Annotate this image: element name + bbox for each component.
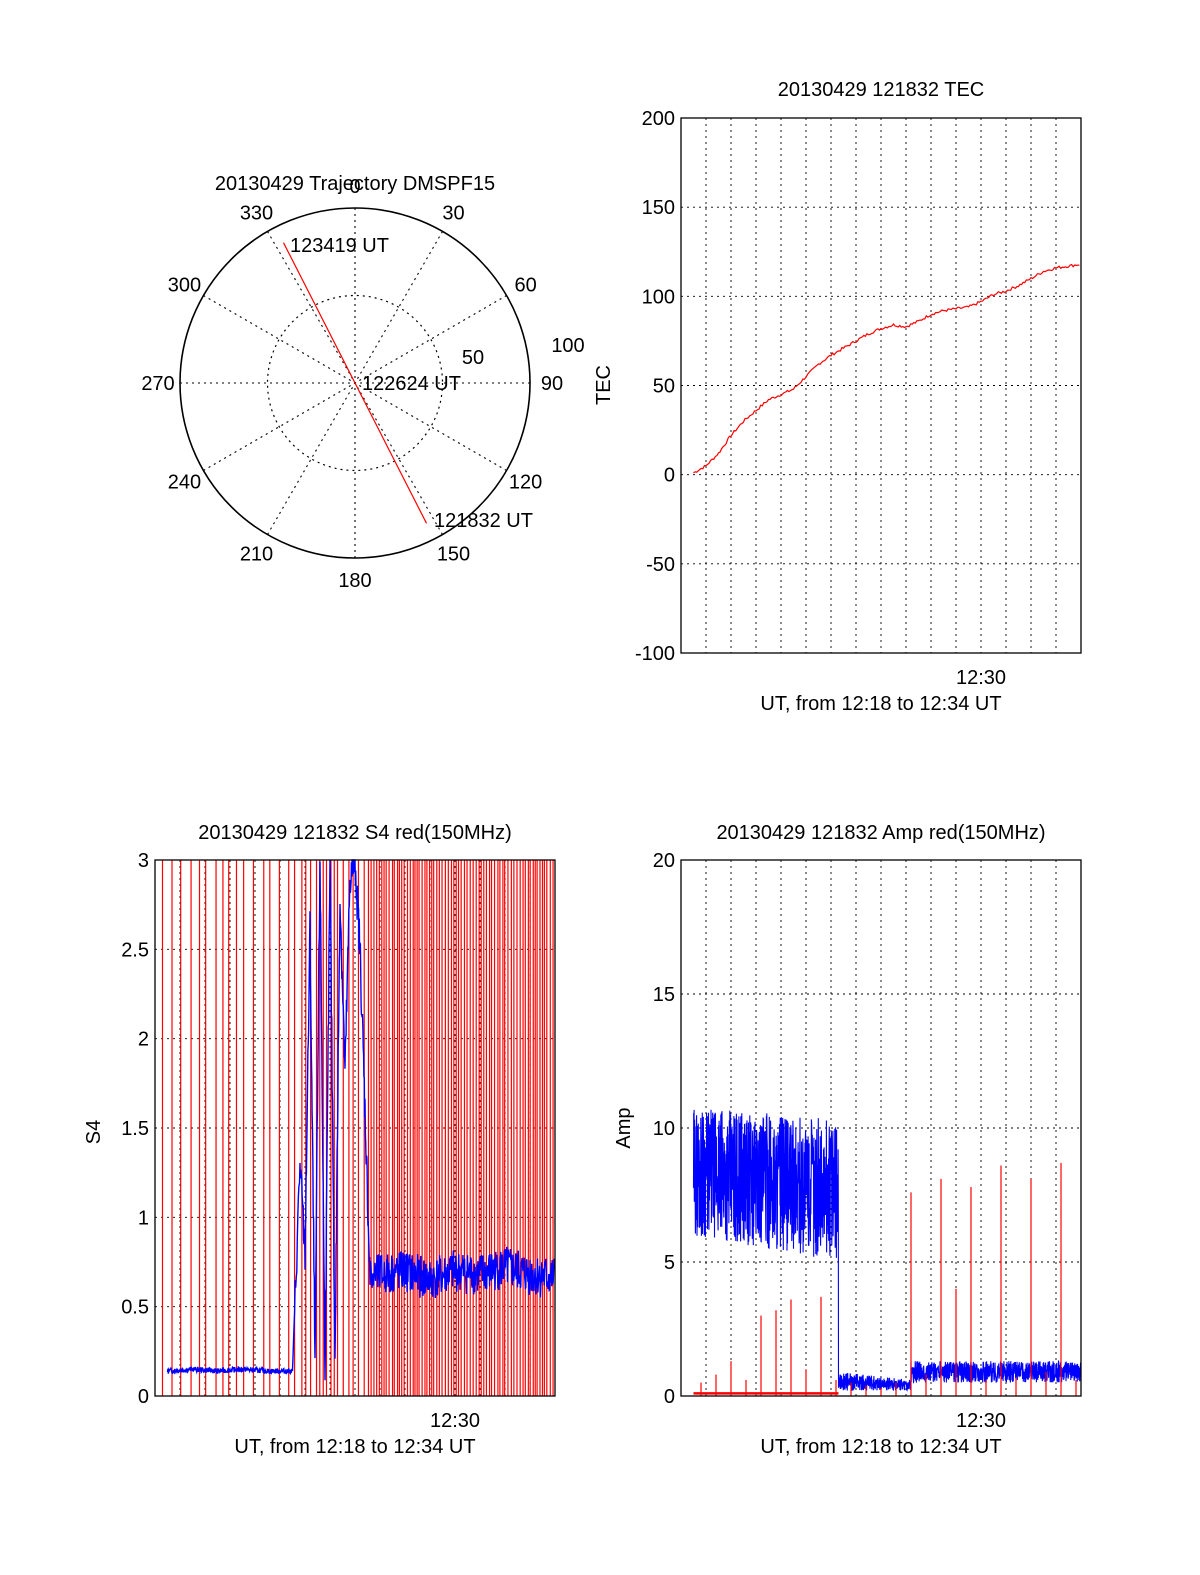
tec-y-tick: 0	[664, 465, 675, 487]
s4-series	[161, 859, 556, 1396]
polar-trajectory-line	[282, 242, 428, 524]
trajectory-start-label: 121832 UT	[434, 510, 533, 532]
tec-y-tick: -100	[635, 643, 675, 665]
tec-ylabel: TEC	[593, 365, 615, 405]
tec-y-tick: 150	[642, 197, 675, 219]
s4-y-tick: 0.5	[121, 1297, 149, 1319]
amp-y-tick-labels: 0 5 10 15 20	[653, 850, 675, 1408]
tec-plot-frame	[680, 117, 1082, 654]
amp-title: 20130429 121832 Amp red(150MHz)	[716, 822, 1045, 844]
trajectory-end-label: 123419 UT	[290, 235, 389, 257]
s4-panel: 20130429 121832 S4 red(150MHz) 0 0.5 1 1.5 2…	[83, 822, 556, 1458]
polar-angle-label: 30	[442, 202, 464, 224]
s4-y-tick: 1	[138, 1207, 149, 1229]
tec-y-tick: 50	[653, 376, 675, 398]
tec-x-tick-labels: 12:30	[956, 667, 1006, 689]
polar-trajectory-panel: 20130429 Trajectory DMSPF15 0 30 60 90 120 15…	[141, 173, 584, 592]
tec-xlabel: UT, from 12:18 to 12:34 UT	[760, 693, 1001, 715]
s4-y-tick: 2.5	[121, 939, 149, 961]
s4-y-tick: 2	[138, 1029, 149, 1051]
tec-panel: 20130429 121832 TEC -100-50050100150200 …	[593, 79, 1082, 715]
s4-y-tick: 1.5	[121, 1118, 149, 1140]
polar-angle-label: 330	[240, 202, 273, 224]
amp-y-tick: 5	[664, 1252, 675, 1274]
tec-x-tick: 12:30	[956, 667, 1006, 689]
s4-y-tick-labels: 0 0.5 1 1.5 2 2.5 3	[121, 850, 149, 1408]
s4-x-tick: 12:30	[430, 1410, 480, 1432]
tec-grid	[681, 118, 1081, 653]
amp-y-tick: 0	[664, 1386, 675, 1408]
s4-blue-line	[166, 859, 556, 1381]
polar-angle-labels: 0 30 60 90 120 150 180 210 240 270 300 330	[141, 176, 563, 592]
s4-plot-frame	[154, 859, 556, 1397]
polar-angle-label: 180	[338, 570, 371, 592]
s4-y-tick: 3	[138, 850, 149, 872]
polar-angle-label: 270	[141, 373, 174, 395]
tec-y-tick: 200	[642, 108, 675, 130]
s4-ylabel: S4	[83, 1120, 105, 1144]
tec-y-tick-labels: -100 -50 0 50 100 150 200	[635, 108, 675, 665]
polar-angle-label: 0	[349, 176, 360, 198]
polar-title: 20130429 Trajectory DMSPF15	[215, 173, 495, 195]
amp-ylabel: Amp	[613, 1107, 635, 1148]
tec-series	[693, 263, 1080, 474]
polar-inner-ring	[266, 294, 444, 472]
amp-x-tick: 12:30	[956, 1410, 1006, 1432]
amp-blue-band	[692, 1109, 1082, 1392]
s4-y-tick: 0	[138, 1386, 149, 1408]
s4-xlabel: UT, from 12:18 to 12:34 UT	[234, 1436, 475, 1458]
amp-panel: 20130429 121832 Amp red(150MHz) 0 5 10 15 20…	[613, 822, 1082, 1458]
polar-angle-label: 120	[509, 472, 542, 494]
s4-grid	[155, 860, 555, 1396]
tec-title: 20130429 121832 TEC	[778, 79, 984, 101]
s4-title: 20130429 121832 S4 red(150MHz)	[198, 822, 512, 844]
polar-angle-label: 150	[437, 544, 470, 566]
polar-radial-label-50: 50	[462, 347, 484, 369]
tec-y-tick: -50	[646, 554, 675, 576]
polar-angle-label: 210	[240, 544, 273, 566]
polar-angle-label: 60	[514, 275, 536, 297]
polar-radial-label-100: 100	[551, 335, 584, 357]
amp-grid	[681, 860, 1081, 1396]
tec-y-tick: 100	[642, 286, 675, 308]
s4-x-tick-labels: 12:30	[430, 1410, 480, 1432]
amp-y-tick: 10	[653, 1118, 675, 1140]
amp-y-tick: 20	[653, 850, 675, 872]
polar-angle-label: 300	[168, 275, 201, 297]
polar-angle-label: 240	[168, 472, 201, 494]
amp-y-tick: 15	[653, 984, 675, 1006]
tec-line	[693, 263, 1080, 474]
amp-xlabel: UT, from 12:18 to 12:34 UT	[760, 1436, 1001, 1458]
trajectory-middle-label: 122624 UT	[362, 373, 461, 395]
amp-series	[692, 1109, 1082, 1396]
amp-plot-frame	[680, 859, 1082, 1397]
polar-angle-label: 90	[541, 373, 563, 395]
amp-x-tick-labels: 12:30	[956, 1410, 1006, 1432]
